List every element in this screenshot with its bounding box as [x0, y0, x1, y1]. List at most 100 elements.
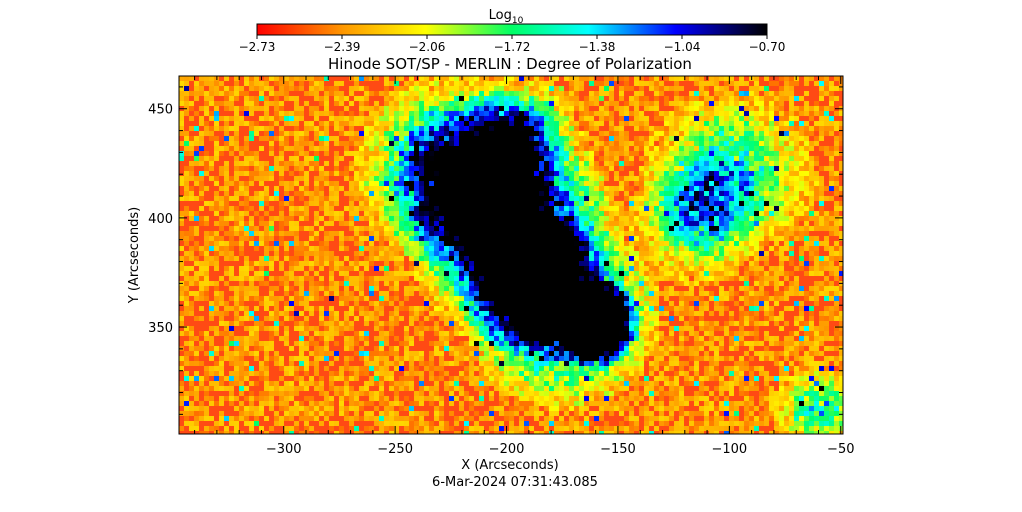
heatmap-cell — [419, 211, 424, 216]
heatmap-cell — [394, 166, 399, 171]
heatmap-cell — [699, 181, 704, 186]
heatmap-cell — [514, 151, 519, 156]
heatmap-cell — [549, 256, 554, 261]
heatmap-cell — [584, 136, 589, 141]
heatmap-cell — [434, 181, 439, 186]
heatmap-cell — [359, 241, 364, 246]
heatmap-cell — [219, 126, 224, 131]
heatmap-cell — [374, 211, 379, 216]
heatmap-cell — [779, 121, 784, 126]
heatmap-cell — [214, 196, 219, 201]
heatmap-cell — [379, 221, 384, 226]
heatmap-cell — [374, 91, 379, 96]
heatmap-cell — [709, 101, 714, 106]
heatmap-cell — [364, 101, 369, 106]
heatmap-cell — [284, 166, 289, 171]
heatmap-cell — [364, 236, 369, 241]
heatmap-cell — [604, 81, 609, 86]
heatmap-cell — [569, 291, 574, 296]
heatmap-cell — [584, 276, 589, 281]
heatmap-cell — [549, 191, 554, 196]
heatmap-cell — [634, 146, 639, 151]
heatmap-cell — [189, 266, 194, 271]
heatmap-cell — [629, 156, 634, 161]
heatmap-cell — [734, 111, 739, 116]
heatmap-cell — [344, 221, 349, 226]
heatmap-cell — [359, 76, 364, 81]
heatmap-cell — [724, 171, 729, 176]
heatmap-cell — [694, 106, 699, 111]
heatmap-cell — [699, 276, 704, 281]
heatmap-cell — [744, 141, 749, 146]
heatmap-cell — [379, 156, 384, 161]
heatmap-cell — [299, 116, 304, 121]
heatmap-cell — [204, 111, 209, 116]
heatmap-cell — [314, 76, 319, 81]
heatmap-cell — [289, 286, 294, 291]
heatmap-cell — [749, 176, 754, 181]
heatmap-cell — [839, 251, 843, 256]
heatmap-cell — [524, 201, 529, 206]
heatmap-cell — [239, 236, 244, 241]
heatmap-cell — [709, 291, 714, 296]
heatmap-cell — [424, 216, 429, 221]
heatmap-cell — [629, 141, 634, 146]
heatmap-cell — [394, 91, 399, 96]
heatmap-cell — [444, 216, 449, 221]
heatmap-cell — [524, 76, 529, 81]
heatmap-cell — [749, 256, 754, 261]
heatmap-cell — [214, 256, 219, 261]
heatmap-cell — [614, 211, 619, 216]
heatmap-cell — [359, 251, 364, 256]
heatmap-cell — [534, 171, 539, 176]
heatmap-cell — [744, 101, 749, 106]
heatmap-cell — [784, 136, 789, 141]
heatmap-cell — [564, 256, 569, 261]
heatmap-cell — [729, 196, 734, 201]
heatmap-cell — [319, 76, 324, 81]
heatmap-cell — [344, 121, 349, 126]
heatmap-cell — [639, 271, 644, 276]
heatmap-cell — [454, 166, 459, 171]
heatmap-cell — [699, 221, 704, 226]
heatmap-cell — [314, 186, 319, 191]
heatmap-cell — [784, 166, 789, 171]
heatmap-cell — [674, 206, 679, 211]
heatmap-cell — [659, 141, 664, 146]
heatmap-cell — [519, 236, 524, 241]
heatmap-cell — [509, 116, 514, 121]
heatmap-cell — [834, 276, 839, 281]
heatmap-cell — [629, 286, 634, 291]
heatmap-cell — [204, 166, 209, 171]
heatmap-cell — [594, 186, 599, 191]
heatmap-cell — [529, 141, 534, 146]
heatmap-cell — [604, 266, 609, 271]
heatmap-cell — [504, 156, 509, 161]
heatmap-cell — [524, 91, 529, 96]
heatmap-cell — [379, 191, 384, 196]
heatmap-cell — [399, 96, 404, 101]
heatmap-cell — [569, 121, 574, 126]
heatmap-cell — [789, 256, 794, 261]
heatmap-cell — [549, 121, 554, 126]
heatmap-cell — [309, 146, 314, 151]
heatmap-cell — [504, 111, 509, 116]
heatmap-cell — [324, 241, 329, 246]
heatmap-cell — [359, 231, 364, 236]
heatmap-cell — [659, 91, 664, 96]
heatmap-cell — [384, 166, 389, 171]
heatmap-cell — [699, 281, 704, 286]
heatmap-cell — [449, 136, 454, 141]
heatmap-cell — [509, 211, 514, 216]
heatmap-cell — [289, 201, 294, 206]
heatmap-cell — [689, 111, 694, 116]
heatmap-cell — [599, 91, 604, 96]
heatmap-cell — [424, 76, 429, 81]
heatmap-cell — [269, 91, 274, 96]
heatmap-cell — [384, 86, 389, 91]
heatmap-cell — [414, 131, 419, 136]
heatmap-cell — [484, 196, 489, 201]
heatmap-cell — [814, 141, 819, 146]
heatmap-cell — [764, 231, 769, 236]
heatmap-cell — [214, 136, 219, 141]
